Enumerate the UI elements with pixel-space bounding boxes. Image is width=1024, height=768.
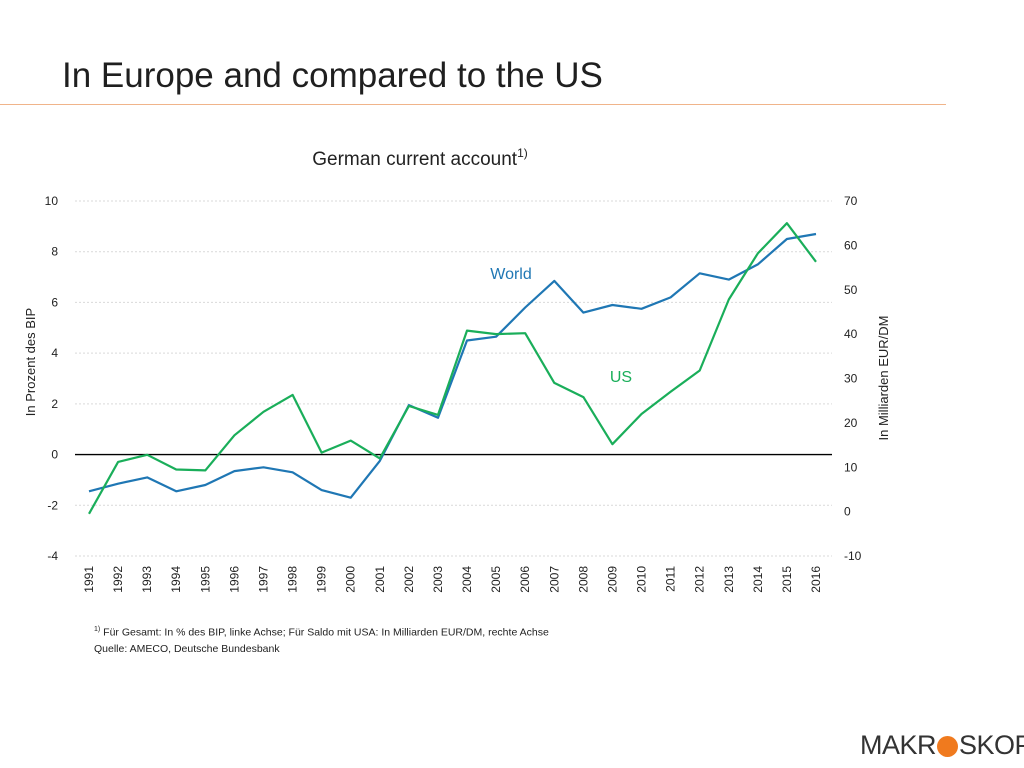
x-tick-label: 2003 bbox=[431, 566, 445, 593]
footnote-line-1: 1) Für Gesamt: In % des BIP, linke Achse… bbox=[94, 622, 549, 641]
footnote-marker: 1) bbox=[94, 626, 101, 633]
series-lines bbox=[88, 222, 817, 515]
footnote-text: Für Gesamt: In % des BIP, linke Achse; F… bbox=[103, 626, 549, 639]
x-tick-label: 1999 bbox=[315, 566, 329, 593]
x-tick-label: 2014 bbox=[751, 566, 765, 593]
slide-title: In Europe and compared to the US bbox=[62, 56, 603, 95]
right-tick-label: 10 bbox=[844, 460, 858, 474]
x-tick-label: 1997 bbox=[256, 566, 270, 593]
left-tick-label: -4 bbox=[47, 549, 58, 563]
right-tick-label: 40 bbox=[844, 327, 858, 341]
series-line-world bbox=[88, 232, 817, 499]
left-tick-label: 4 bbox=[51, 346, 58, 360]
x-axis-ticks: 1991 1992 1993 1994 1995 1996 1997 1998 1999 2000… bbox=[82, 566, 823, 593]
right-tick-label: 70 bbox=[844, 194, 858, 208]
x-tick-label: 2010 bbox=[635, 566, 649, 593]
left-tick-label: 8 bbox=[51, 245, 58, 259]
left-tick-label: 6 bbox=[51, 295, 58, 309]
x-tick-label: 1994 bbox=[169, 566, 183, 593]
series-line-us bbox=[88, 222, 817, 515]
x-tick-label: 2012 bbox=[693, 566, 707, 593]
x-tick-label: 2016 bbox=[809, 566, 823, 593]
chart-title-superscript: 1) bbox=[517, 146, 528, 160]
right-axis-ticks: -10 0 10 20 30 40 50 60 70 bbox=[844, 194, 862, 563]
x-tick-label: 1992 bbox=[111, 566, 125, 593]
footnote: 1) Für Gesamt: In % des BIP, linke Achse… bbox=[94, 622, 549, 657]
footnote-source: Quelle: AMECO, Deutsche Bundesbank bbox=[94, 642, 280, 655]
makroskop-logo: MAKR SKOP bbox=[860, 728, 1024, 762]
x-tick-label: 1993 bbox=[140, 566, 154, 593]
right-tick-label: 50 bbox=[844, 283, 858, 297]
right-tick-label: 60 bbox=[844, 238, 858, 252]
left-axis-label: In Prozent des BIP bbox=[23, 308, 38, 416]
right-tick-label: -10 bbox=[844, 549, 862, 563]
right-tick-label: 0 bbox=[844, 505, 851, 519]
x-tick-label: 2009 bbox=[605, 566, 619, 593]
x-tick-label: 2008 bbox=[576, 566, 590, 593]
left-tick-label: 10 bbox=[45, 194, 59, 208]
x-tick-label: 1998 bbox=[286, 566, 300, 593]
left-tick-label: 2 bbox=[51, 397, 58, 411]
x-tick-label: 2007 bbox=[547, 566, 561, 593]
x-tick-label: 2004 bbox=[460, 566, 474, 593]
us-series-label: US bbox=[610, 369, 632, 386]
right-tick-label: 30 bbox=[844, 372, 858, 386]
title-divider bbox=[0, 104, 946, 105]
left-tick-label: 0 bbox=[51, 448, 58, 462]
chart-title-text: German current account bbox=[312, 149, 518, 170]
x-tick-label: 2001 bbox=[373, 566, 387, 593]
x-tick-label: 2006 bbox=[518, 566, 532, 593]
left-axis-ticks: -4 -2 0 2 4 6 8 10 bbox=[45, 194, 59, 563]
logo-text-part2: SKOP bbox=[959, 729, 1024, 760]
logo-dot-icon bbox=[937, 735, 959, 757]
chart-title: German current account1) bbox=[312, 146, 528, 170]
left-tick-label: -2 bbox=[47, 498, 58, 512]
right-tick-label: 20 bbox=[844, 416, 858, 430]
x-tick-label: 2005 bbox=[489, 566, 503, 593]
x-tick-label: 2013 bbox=[722, 566, 736, 593]
logo-text-part1: MAKR bbox=[860, 729, 937, 760]
x-tick-label: 2015 bbox=[780, 566, 794, 593]
right-axis-label: In Milliarden EUR/DM bbox=[876, 316, 891, 441]
x-tick-label: 1995 bbox=[198, 566, 212, 593]
x-tick-label: 2011 bbox=[664, 566, 678, 592]
x-tick-label: 1991 bbox=[82, 566, 96, 593]
x-tick-label: 2000 bbox=[344, 566, 358, 593]
x-tick-label: 2002 bbox=[402, 566, 416, 593]
world-series-label: World bbox=[490, 266, 532, 283]
x-tick-label: 1996 bbox=[227, 566, 241, 593]
